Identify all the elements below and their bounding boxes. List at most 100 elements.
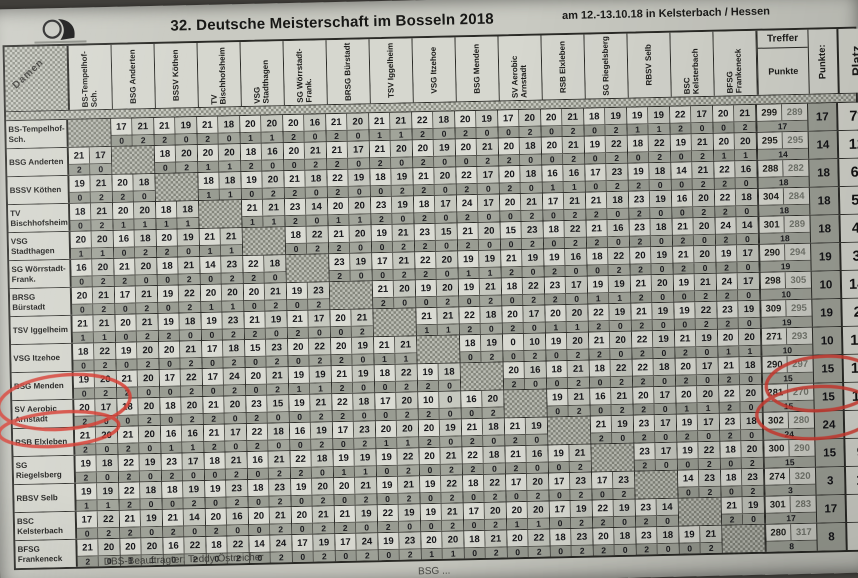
own-punkte: 0 [589,377,612,388]
diagonal-self-cell [722,524,766,553]
own-punkte: 2 [719,402,741,413]
match-cell: 17 20 0 2 [375,392,419,421]
own-punkte: 0 [585,181,607,192]
opp-treffer: 18 [482,418,505,435]
match-cell: 19 22 0 2 [376,448,421,477]
treffer-punkte-value: 14 [757,148,809,160]
own-punkte: 0 [671,179,693,190]
treffer-total-cell: 271 293 10 [760,327,813,356]
match-cell: 17 20 0 2 [463,502,508,531]
opp-treffer: 21 [520,193,543,210]
opp-treffer: 22 [97,510,120,528]
match-cell: 21 21 1 1 [416,307,460,336]
opp-punkte: 1 [354,466,377,477]
match-cell: 19 23 0 2 [286,282,331,311]
match-cell: 17 23 0 2 [591,471,636,500]
event-date-location: am 12.-13.10.18 in Kelsterbach / Hessen [561,5,771,23]
opp-punkte: 0 [698,430,720,442]
opp-punkte: 2 [222,329,245,340]
own-punkte: 2 [415,268,437,280]
opp-treffer: 17 [737,272,760,290]
match-cell: 19 20 0 2 [116,341,160,370]
match-cell: 20 16 2 0 [205,508,250,536]
own-treffer: 21 [505,445,527,463]
opp-punkte: 2 [441,492,463,503]
own-punkte: 2 [378,521,400,533]
opp-punkte: 0 [651,263,673,275]
opp-treffer: 20 [98,538,120,556]
own-treffer: 20 [156,229,178,246]
platz-cell: 15 [845,522,858,550]
opp-punkte: 2 [310,411,332,422]
own-treffer: 23 [635,499,657,516]
opp-treffer: 19 [608,275,631,293]
own-treffer: 22 [462,446,484,464]
own-punkte: 2 [418,408,440,420]
opp-treffer: 20 [261,115,283,132]
own-treffer: 17 [114,286,137,303]
treffer-against: 290 [789,439,815,457]
match-cell: 18 21 0 2 [204,452,249,480]
opp-punkte: 2 [226,497,248,508]
own-punkte: 1 [76,500,98,511]
opp-treffer: 19 [352,365,374,382]
match-cell: 22 18 2 0 [246,423,291,452]
opp-punkte: 2 [568,405,590,417]
own-treffer: 23 [246,395,268,413]
own-punkte: 0 [421,520,443,532]
own-treffer: 17 [372,252,394,270]
match-cell: 20 21 0 2 [71,286,116,315]
match-cell: 19 17 2 0 [716,244,760,273]
opp-punkte: 2 [312,495,334,506]
match-cell: 19 21 0 2 [377,476,421,505]
own-treffer: 18 [501,277,524,295]
own-treffer: 21 [154,117,176,134]
opp-punkte: 2 [570,489,592,500]
damen-label: Damen [10,57,47,92]
diagonal-self-cell [547,416,592,445]
opp-treffer: 22 [309,338,331,355]
opp-punkte: 0 [696,374,719,386]
own-treffer: 20 [334,477,356,495]
match-cell: 18 19 0 2 [370,168,414,197]
match-cell: 21 18 2 0 [585,191,630,220]
own-punkte: 0 [677,459,699,470]
own-treffer: 23 [414,223,436,241]
opp-treffer: 22 [528,529,550,546]
opp-punkte: 2 [698,458,720,470]
match-cell: 19 23 0 2 [201,312,246,340]
own-treffer: 23 [719,413,742,430]
team-name-vertical: BS-Tempelhof-Sch. [79,51,99,108]
opp-punkte: 0 [399,521,421,532]
opp-treffer: 21 [312,506,335,523]
own-punkte: 2 [163,526,185,537]
match-cell: 21 20 2 0 [673,245,717,274]
opp-punkte: 1 [177,218,199,229]
own-punkte: 2 [457,211,479,223]
own-treffer: 21 [114,258,136,275]
own-treffer: 21 [68,147,91,164]
opp-punkte: 2 [94,359,116,371]
own-punkte: 0 [285,243,308,255]
team-name-vertical: TSV Iggelheim [385,43,396,99]
team-name-vertical: BSSV Köthen [170,49,181,102]
own-punkte: 0 [592,489,614,500]
match-cell: 19 21 0 2 [679,525,723,554]
own-punkte: 2 [246,412,268,424]
match-cell: 21 20 2 0 [74,426,119,455]
match-cell: 22 20 2 0 [719,384,763,413]
match-cell: 20 18 2 0 [498,137,543,166]
opp-treffer: 18 [267,423,290,440]
match-cell: 24 14 2 0 [715,216,760,245]
match-cell: 18 20 0 2 [117,397,161,426]
match-cell: 19 18 2 0 [158,312,203,341]
match-cell: 19 21 0 2 [69,174,113,203]
own-treffer: 19 [377,476,399,494]
treffer-against: 295 [786,299,812,317]
own-punkte: 2 [631,320,653,331]
own-punkte: 0 [69,192,91,203]
opp-punkte: 0 [435,212,457,223]
own-punkte: 2 [412,128,434,140]
diagonal-self-cell [678,497,723,526]
